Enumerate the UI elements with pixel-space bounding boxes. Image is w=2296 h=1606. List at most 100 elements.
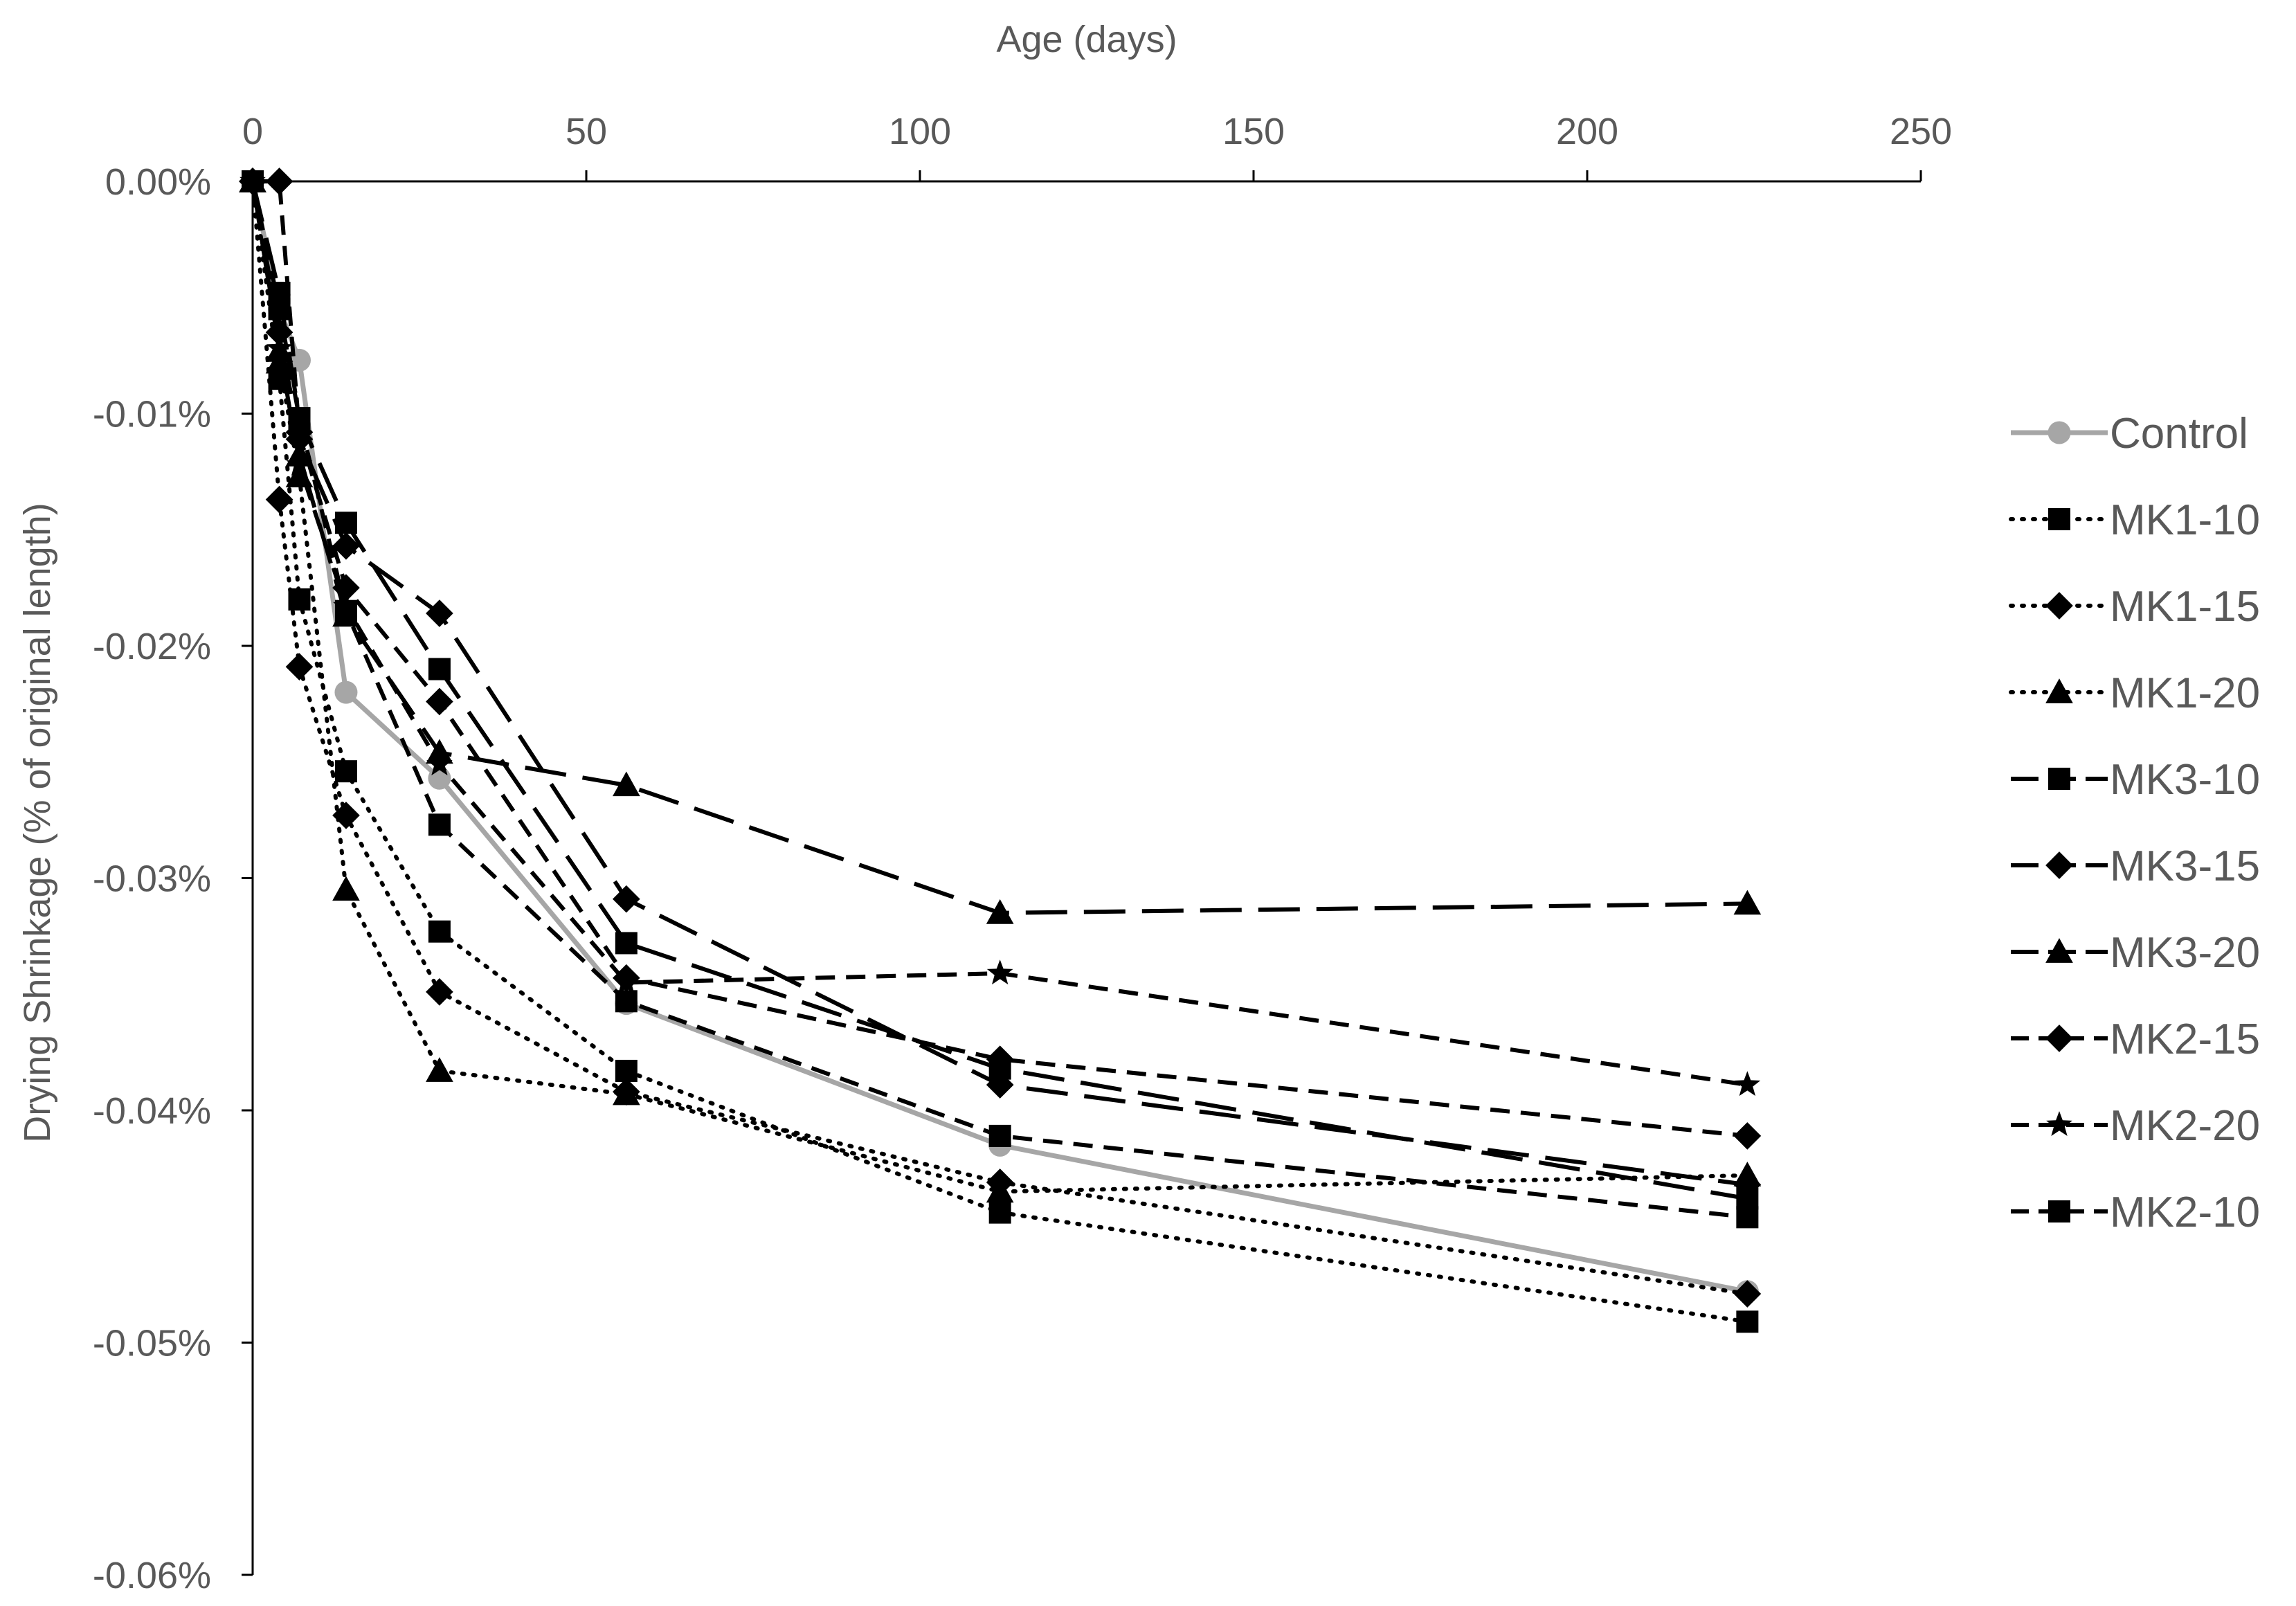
legend-label-mk3-20: MK3-20 (2110, 929, 2260, 977)
data-point-mk2-15 (285, 418, 314, 446)
data-point-mk2-15 (986, 1045, 1014, 1074)
y-tick-label: 0.00% (105, 161, 211, 203)
data-point-mk2-20 (613, 968, 640, 994)
x-tick-label: 50 (566, 111, 607, 152)
legend-label-mk3-15: MK3-15 (2110, 842, 2260, 890)
legend-label-mk3-10: MK3-10 (2110, 756, 2260, 804)
y-tick-label: -0.05% (93, 1323, 211, 1364)
legend-marker-control (2048, 421, 2071, 444)
y-tick-label: -0.06% (93, 1555, 211, 1596)
data-point-mk3-20 (986, 899, 1014, 924)
legend-item-control: Control (2011, 410, 2248, 458)
legend-item-mk2-20: MK2-20 (2011, 1102, 2260, 1150)
legend-item-mk3-10: MK3-10 (2011, 756, 2260, 804)
data-point-mk2-10 (988, 1124, 1011, 1147)
legend-marker-mk2-10 (2048, 1200, 2070, 1222)
data-point-mk3-15 (426, 599, 453, 627)
data-point-mk1-15 (1733, 1280, 1762, 1308)
legend-label-control: Control (2110, 410, 2248, 458)
x-tick-label: 250 (1890, 111, 1952, 152)
legend-label-mk2-20: MK2-20 (2110, 1102, 2260, 1150)
data-point-mk3-15 (1733, 1171, 1762, 1199)
legend-label-mk1-15: MK1-15 (2110, 583, 2260, 631)
data-point-mk2-10 (1736, 1206, 1759, 1229)
series-line-mk2-20 (251, 181, 1748, 1088)
data-point-mk1-20 (332, 876, 360, 901)
data-point-mk2-10 (288, 407, 311, 430)
data-point-mk1-10 (428, 920, 451, 943)
x-tick-label: 100 (889, 111, 951, 152)
legend-marker-mk2-20 (2046, 1111, 2072, 1137)
series-line-mk3-15 (251, 181, 1748, 1187)
legend-label-mk2-10: MK2-10 (2110, 1189, 2260, 1236)
series-line-mk2-10 (251, 181, 1748, 1220)
y-tick-label: -0.01% (93, 394, 211, 435)
series-mk1-10 (242, 170, 1759, 1333)
legend-label-mk1-10: MK1-10 (2110, 496, 2260, 544)
data-point-mk1-10 (334, 760, 357, 783)
data-point-mk2-10 (428, 813, 451, 836)
data-point-mk1-10 (1736, 1310, 1759, 1333)
series-line-mk2-15 (253, 179, 1748, 1138)
legend-marker-mk1-20 (2045, 678, 2073, 703)
legend-marker-mk3-15 (2045, 851, 2073, 879)
data-point-mk3-15 (613, 885, 640, 913)
y-tick-label: -0.02% (93, 626, 211, 667)
legend-label-mk1-20: MK1-20 (2110, 669, 2260, 717)
legend-item-mk2-15: MK2-15 (2011, 1016, 2260, 1063)
data-point-mk2-10 (268, 298, 291, 321)
data-point-mk3-20 (1733, 890, 1762, 915)
axes: 0 50 100 150 200 250 0.00% -0.01% -0.02% -0.03% -0… (93, 111, 1952, 1596)
data-point-mk2-15 (265, 168, 293, 195)
legend-item-mk2-10: MK2-10 (2011, 1189, 2260, 1236)
data-point-mk2-10 (242, 170, 264, 192)
legend-item-mk1-15: MK1-15 (2009, 583, 2260, 631)
data-point-mk1-15 (426, 978, 453, 1006)
y-axis-title: Drying Shrinkage (% of original length) (17, 503, 58, 1142)
legend-marker-mk3-20 (2045, 938, 2073, 963)
series-mk2-20 (239, 168, 1761, 1097)
data-point-control (428, 766, 451, 790)
data-point-mk2-20 (426, 750, 453, 776)
y-tick-label: -0.04% (93, 1090, 211, 1132)
legend-marker-mk2-15 (2045, 1025, 2073, 1052)
data-point-mk3-10 (615, 932, 638, 955)
series-mk2-15 (239, 168, 1762, 1150)
data-point-mk1-15 (285, 653, 314, 681)
data-point-mk1-15 (332, 802, 360, 829)
legend-marker-mk1-15 (2045, 592, 2073, 620)
legend-marker-mk1-10 (2048, 508, 2070, 530)
data-point-mk1-15 (265, 485, 293, 514)
data-point-mk2-10 (334, 599, 357, 622)
data-point-mk3-10 (428, 658, 451, 680)
series-line-mk1-10 (251, 179, 1750, 1324)
data-point-mk3-15 (332, 532, 360, 560)
data-point-mk3-15 (986, 1071, 1014, 1099)
data-point-mk2-20 (266, 334, 293, 360)
x-axis-title: Age (days) (996, 19, 1177, 60)
legend-label-mk2-15: MK2-15 (2110, 1016, 2260, 1063)
series-layer (239, 168, 1762, 1333)
series-mk2-10 (242, 170, 1759, 1229)
data-point-mk1-20 (426, 1057, 453, 1082)
data-point-mk2-20 (986, 959, 1013, 985)
data-point-mk2-15 (332, 574, 360, 602)
data-point-mk2-15 (426, 687, 453, 716)
data-point-mk2-15 (1733, 1122, 1762, 1150)
data-point-mk1-20 (986, 1178, 1014, 1203)
data-point-control (334, 680, 358, 704)
x-tick-label: 150 (1222, 111, 1285, 152)
legend-item-mk1-10: MK1-10 (2009, 496, 2260, 544)
legend-item-mk3-15: MK3-15 (2011, 842, 2260, 890)
data-point-mk1-20 (613, 1080, 640, 1106)
data-point-mk3-20 (613, 771, 640, 797)
legend-marker-mk3-10 (2048, 768, 2070, 790)
x-tick-label: 200 (1556, 111, 1618, 152)
series-line-mk1-20 (251, 179, 1750, 1194)
series-line-mk1-15 (251, 179, 1750, 1297)
legend-item-mk1-20: MK1-20 (2009, 669, 2260, 717)
y-tick-label: -0.03% (93, 858, 211, 900)
legend: Control MK1-10 MK1-15 MK1-20 MK3-10 MK3-15 MK3… (2009, 410, 2260, 1236)
